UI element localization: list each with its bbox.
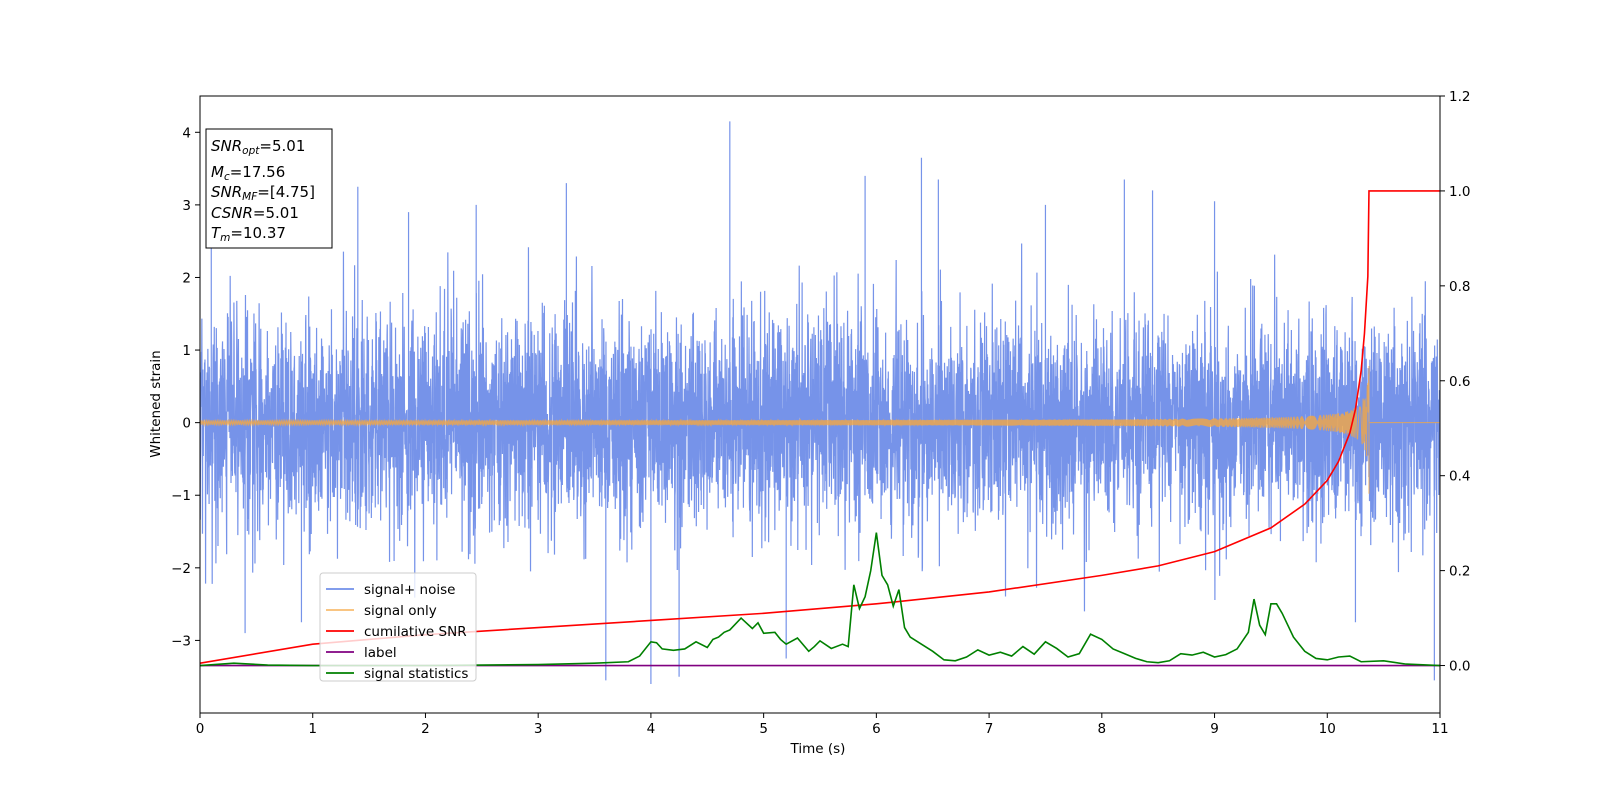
legend-label: cumilative SNR [364, 624, 467, 640]
y-axis-ticks: −3 −2 −1 0 1 2 3 4 [171, 125, 200, 649]
y2-tick-label: 0.6 [1449, 374, 1470, 390]
x-tick-label: 0 [196, 721, 205, 737]
y-tick-label: −3 [171, 633, 191, 649]
y-tick-label: 4 [182, 125, 191, 141]
y2-tick-label: 1.2 [1449, 89, 1470, 105]
y-tick-label: 1 [182, 343, 191, 359]
x-tick-label: 4 [647, 721, 656, 737]
x-tick-label: 10 [1319, 721, 1336, 737]
y2-axis-ticks: 0.0 0.2 0.4 0.6 0.8 1.0 1.2 [1440, 89, 1470, 675]
x-tick-label: 8 [1098, 721, 1107, 737]
x-axis-label: Time (s) [790, 741, 846, 757]
y-tick-label: −2 [171, 561, 191, 577]
x-tick-label: 6 [872, 721, 881, 737]
y2-tick-label: 0.2 [1449, 564, 1470, 580]
info-snr-mf: SNRMF=[4.75] [211, 183, 315, 203]
legend-entries: signal+ noise signal only cumilative SNR la… [326, 582, 468, 682]
y-axis-label: Whitened strain [148, 350, 164, 457]
x-tick-label: 11 [1431, 721, 1448, 737]
y-tick-label: −1 [171, 488, 191, 504]
info-snr-opt: SNRopt=5.01 [211, 137, 305, 157]
series-layer [200, 121, 1440, 684]
series-line-cumilative-snr [200, 190, 1440, 664]
x-tick-label: 2 [421, 721, 430, 737]
y-tick-label: 0 [182, 416, 191, 432]
info-mc: Mc=17.56 [211, 163, 285, 183]
x-tick-label: 9 [1210, 721, 1219, 737]
info-tm: Tm=10.37 [211, 224, 286, 244]
x-axis-ticks: 0 1 2 3 4 5 6 7 8 9 10 11 [196, 713, 1449, 737]
y2-tick-label: 0.0 [1449, 659, 1470, 675]
x-tick-label: 1 [308, 721, 317, 737]
info-box: SNRopt=5.01 Mc=17.56 SNRMF=[4.75] CSNR=5… [205, 128, 333, 249]
y-tick-label: 2 [182, 270, 191, 286]
x-tick-label: 3 [534, 721, 543, 737]
legend-label: label [364, 645, 397, 661]
x-tick-label: 7 [985, 721, 994, 737]
legend-label: signal statistics [364, 666, 468, 682]
y2-tick-label: 1.0 [1449, 184, 1470, 200]
series-line-signal-statistics [200, 532, 1440, 667]
x-tick-label: 5 [759, 721, 768, 737]
y2-tick-label: 0.4 [1449, 469, 1470, 485]
info-box-frame [205, 128, 333, 249]
series-line-signal-noise [200, 121, 1440, 684]
plot-frame [199, 95, 1441, 714]
info-csnr: CSNR=5.01 [211, 204, 299, 222]
series-line-signal-only [200, 366, 1440, 494]
legend-label: signal only [364, 603, 437, 619]
y-tick-label: 3 [182, 198, 191, 214]
legend-label: signal+ noise [364, 582, 455, 598]
y2-tick-label: 0.8 [1449, 279, 1470, 295]
legend: signal+ noise signal only cumilative SNR la… [319, 572, 477, 682]
legend-frame [319, 572, 477, 682]
